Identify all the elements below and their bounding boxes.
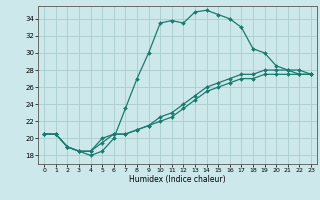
X-axis label: Humidex (Indice chaleur): Humidex (Indice chaleur) bbox=[129, 175, 226, 184]
